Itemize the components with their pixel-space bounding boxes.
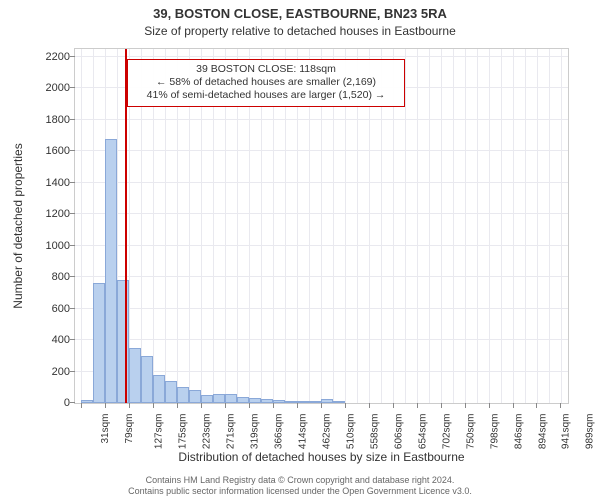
x-tick-label: 750sqm [465, 414, 476, 450]
footer-line-2: Contains public sector information licen… [0, 486, 600, 497]
x-tick-label: 654sqm [417, 414, 428, 450]
histogram-bar [165, 381, 177, 403]
y-tick-label: 1200 [10, 208, 70, 220]
y-tick-label: 1800 [10, 114, 70, 126]
x-tick-label: 558sqm [369, 414, 380, 450]
histogram-bar [189, 390, 201, 403]
y-tick-label: 2200 [10, 51, 70, 63]
chart-container: 39, BOSTON CLOSE, EASTBOURNE, BN23 5RA S… [0, 0, 600, 500]
histogram-bar [273, 400, 285, 403]
footer: Contains HM Land Registry data © Crown c… [0, 475, 600, 497]
x-tick-label: 127sqm [154, 414, 165, 450]
histogram-bar [117, 280, 129, 403]
x-tick-label: 798sqm [489, 414, 500, 450]
x-axis-title: Distribution of detached houses by size … [74, 450, 569, 464]
x-tick-label: 510sqm [345, 414, 356, 450]
chart-subtitle: Size of property relative to detached ho… [0, 24, 600, 38]
histogram-bar [93, 283, 105, 403]
x-tick-label: 366sqm [273, 414, 284, 450]
histogram-bar [261, 399, 273, 403]
x-tick-label: 79sqm [124, 414, 135, 444]
histogram-bar [177, 387, 189, 403]
x-tick-label: 271sqm [226, 414, 237, 450]
annotation-box: 39 BOSTON CLOSE: 118sqm← 58% of detached… [127, 59, 405, 106]
x-tick-label: 894sqm [537, 414, 548, 450]
y-tick-label: 2000 [10, 82, 70, 94]
x-tick-label: 846sqm [513, 414, 524, 450]
chart-title: 39, BOSTON CLOSE, EASTBOURNE, BN23 5RA [0, 6, 600, 21]
annotation-line: 39 BOSTON CLOSE: 118sqm [134, 63, 398, 76]
annotation-line: ← 58% of detached houses are smaller (2,… [134, 76, 398, 89]
y-tick-label: 200 [10, 366, 70, 378]
y-tick-label: 600 [10, 303, 70, 315]
y-tick-label: 1000 [10, 240, 70, 252]
histogram-bar [309, 401, 321, 403]
histogram-bar [237, 397, 249, 403]
histogram-bar [297, 401, 309, 403]
histogram-bar [105, 139, 117, 403]
x-tick-label: 223sqm [202, 414, 213, 450]
histogram-bar [153, 375, 165, 403]
plot-area: 39 BOSTON CLOSE: 118sqm← 58% of detached… [74, 48, 569, 404]
histogram-bar [225, 394, 237, 403]
x-tick-label: 175sqm [178, 414, 189, 450]
y-tick-label: 400 [10, 334, 70, 346]
footer-line-1: Contains HM Land Registry data © Crown c… [0, 475, 600, 486]
histogram-bar [321, 399, 333, 403]
histogram-bar [141, 356, 153, 403]
x-tick-label: 606sqm [393, 414, 404, 450]
annotation-line: 41% of semi-detached houses are larger (… [134, 89, 398, 102]
histogram-bar [213, 394, 225, 403]
histogram-bar [333, 401, 345, 403]
y-tick-label: 0 [10, 397, 70, 409]
x-tick-label: 941sqm [561, 414, 572, 450]
histogram-bar [285, 401, 297, 403]
histogram-bar [129, 348, 141, 403]
x-tick-label: 31sqm [100, 414, 111, 444]
x-tick-label: 989sqm [585, 414, 596, 450]
y-tick-label: 800 [10, 271, 70, 283]
histogram-bar [201, 395, 213, 403]
x-tick-label: 414sqm [297, 414, 308, 450]
histogram-bar [249, 398, 261, 403]
x-tick-label: 462sqm [321, 414, 332, 450]
y-axis-title-wrap: Number of detached properties [18, 48, 32, 404]
x-tick-label: 702sqm [441, 414, 452, 450]
y-axis-title: Number of detached properties [11, 143, 25, 308]
y-tick-label: 1600 [10, 145, 70, 157]
x-tick-label: 319sqm [250, 414, 261, 450]
histogram-bar [81, 400, 93, 403]
y-tick-label: 1400 [10, 177, 70, 189]
